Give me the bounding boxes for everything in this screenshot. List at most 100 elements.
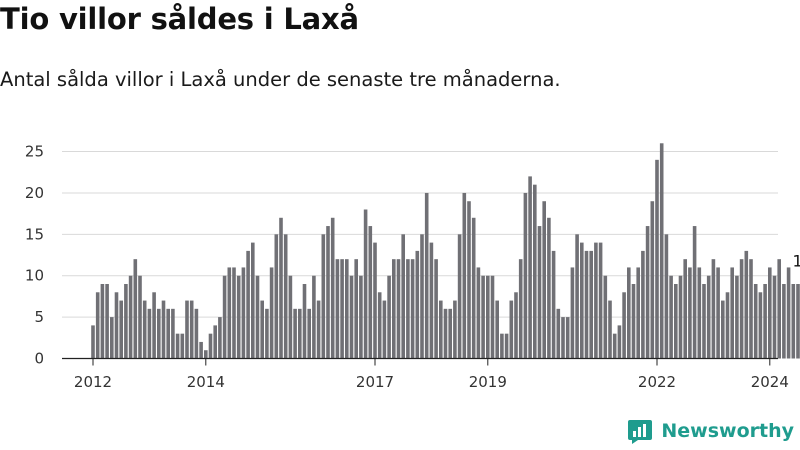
bar bbox=[392, 259, 396, 359]
bar bbox=[565, 317, 570, 359]
bar bbox=[147, 308, 152, 359]
axes bbox=[62, 357, 778, 366]
bar bbox=[495, 300, 499, 359]
bar bbox=[486, 275, 490, 359]
x-tick-label: 2017 bbox=[356, 373, 394, 391]
bar bbox=[617, 325, 622, 359]
chart-subtitle: Antal sålda villor i Laxå under de senas… bbox=[0, 68, 561, 91]
bar bbox=[570, 267, 575, 359]
bar bbox=[692, 226, 697, 359]
bar bbox=[504, 333, 509, 359]
bar bbox=[439, 300, 443, 359]
data-label: 10 bbox=[793, 252, 800, 271]
bar bbox=[735, 275, 739, 359]
bar bbox=[589, 250, 593, 359]
bar bbox=[584, 250, 589, 359]
bar bbox=[227, 267, 232, 359]
bar bbox=[739, 259, 744, 359]
bar bbox=[669, 275, 673, 359]
bar bbox=[598, 242, 603, 359]
bar bbox=[429, 242, 434, 359]
bar bbox=[711, 259, 716, 359]
bar bbox=[185, 300, 189, 359]
bar bbox=[730, 267, 734, 359]
labels: 0 5 10 15 20 25 2012 2014 2017 2019 2022 2024 10 bbox=[25, 143, 800, 391]
bar bbox=[725, 292, 730, 359]
bar bbox=[753, 284, 758, 359]
bar bbox=[551, 250, 556, 359]
bar bbox=[293, 308, 297, 359]
bar bbox=[796, 284, 800, 359]
bar bbox=[533, 184, 537, 359]
bar bbox=[288, 275, 293, 359]
bar bbox=[443, 308, 448, 359]
bar bbox=[110, 317, 114, 359]
y-tick-label: 20 bbox=[25, 184, 44, 202]
bar bbox=[91, 325, 95, 359]
bar bbox=[368, 226, 373, 359]
bar bbox=[768, 267, 772, 359]
y-tick-label: 0 bbox=[34, 350, 44, 368]
bar bbox=[307, 308, 311, 359]
bar bbox=[528, 176, 532, 359]
bar bbox=[434, 259, 438, 359]
bar bbox=[274, 234, 279, 359]
bar bbox=[312, 275, 316, 359]
bar bbox=[171, 308, 175, 359]
bar bbox=[612, 333, 617, 359]
bar bbox=[476, 267, 481, 359]
bar bbox=[782, 284, 786, 359]
bar bbox=[406, 259, 410, 359]
bar bbox=[246, 250, 250, 359]
y-tick-label: 5 bbox=[34, 308, 44, 326]
bar bbox=[157, 308, 161, 359]
bar bbox=[608, 300, 612, 359]
bar bbox=[749, 259, 753, 359]
x-tick-label: 2019 bbox=[469, 373, 507, 391]
bar bbox=[213, 325, 217, 359]
bar bbox=[100, 284, 105, 359]
bar bbox=[354, 259, 358, 359]
bar bbox=[659, 143, 664, 359]
bar bbox=[683, 259, 687, 359]
bar bbox=[161, 300, 166, 359]
bar bbox=[138, 275, 142, 359]
y-tick-label: 15 bbox=[25, 225, 44, 243]
bar bbox=[298, 308, 302, 359]
bar bbox=[128, 275, 133, 359]
newsworthy-logo-icon bbox=[628, 420, 653, 444]
bar bbox=[326, 226, 330, 359]
bar bbox=[547, 217, 551, 359]
bar bbox=[283, 234, 288, 359]
bar bbox=[382, 300, 387, 359]
bar bbox=[758, 292, 763, 359]
bar bbox=[514, 292, 518, 359]
bar bbox=[340, 259, 344, 359]
bar bbox=[218, 317, 222, 359]
bar bbox=[772, 275, 777, 359]
chart-title: Tio villor såldes i Laxå bbox=[0, 2, 359, 36]
x-tick-label: 2012 bbox=[74, 373, 112, 391]
bar bbox=[415, 250, 420, 359]
bar bbox=[166, 308, 170, 359]
bar bbox=[241, 267, 246, 359]
bar bbox=[420, 234, 424, 359]
bar bbox=[255, 275, 260, 359]
bar bbox=[335, 259, 340, 359]
bar bbox=[674, 284, 678, 359]
bar bbox=[627, 267, 631, 359]
bar bbox=[457, 234, 462, 359]
bar bbox=[645, 226, 650, 359]
bar bbox=[105, 284, 109, 359]
bar bbox=[321, 234, 326, 359]
bar bbox=[777, 259, 781, 359]
bar bbox=[236, 275, 241, 359]
bar bbox=[349, 275, 354, 359]
bar bbox=[302, 284, 307, 359]
bar bbox=[251, 242, 255, 359]
bar bbox=[636, 267, 640, 359]
bar bbox=[697, 267, 702, 359]
bar bbox=[199, 341, 203, 359]
bar bbox=[232, 267, 236, 359]
bar bbox=[175, 333, 180, 359]
